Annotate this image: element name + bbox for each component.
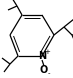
Text: +: + — [44, 49, 50, 55]
Text: O: O — [40, 65, 48, 75]
Text: N: N — [38, 51, 46, 61]
Text: -: - — [48, 70, 50, 76]
